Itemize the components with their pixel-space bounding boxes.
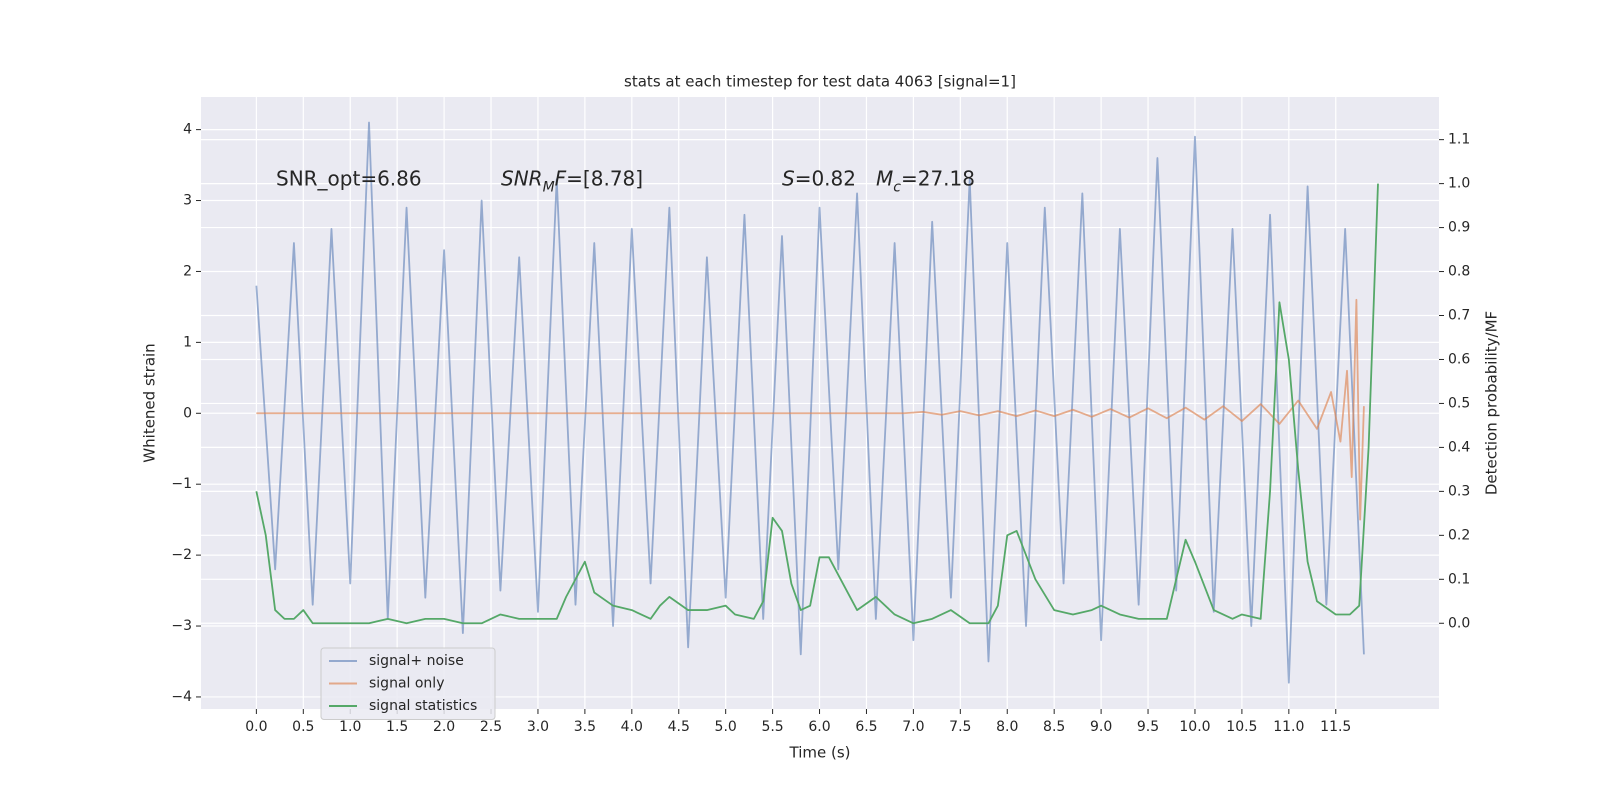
x-tick-label: 7.5 bbox=[949, 719, 971, 735]
annotation-part: c bbox=[893, 179, 901, 195]
x-tick-label: 4.0 bbox=[621, 719, 643, 735]
x-tick-label: 0.5 bbox=[292, 719, 314, 735]
annotation: Mc=27.18 bbox=[876, 166, 975, 196]
y-tick-label: 2 bbox=[183, 263, 192, 279]
y-tick-label: 4 bbox=[183, 122, 192, 138]
series-line bbox=[255, 183, 1379, 625]
y-tick-label: −4 bbox=[171, 689, 192, 705]
x-tick-label: 10.5 bbox=[1226, 719, 1257, 735]
annotation-part: M bbox=[876, 166, 893, 190]
x-tick-label: 3.5 bbox=[574, 719, 596, 735]
series-line bbox=[256, 298, 1365, 521]
annotation: S=0.82 bbox=[782, 166, 856, 190]
x-tick-label: 3.0 bbox=[527, 719, 549, 735]
y2-tick-label: 0.4 bbox=[1448, 439, 1470, 455]
annotation-part: M bbox=[543, 179, 555, 195]
x-tick-label: 6.0 bbox=[808, 719, 830, 735]
y-axis-label: Whitened strain bbox=[141, 343, 159, 462]
annotation: SNRMF=[8.78] bbox=[501, 166, 643, 196]
y-tick-label: 0 bbox=[183, 405, 192, 421]
y2-tick-label: 0.0 bbox=[1448, 615, 1470, 631]
legend-label: signal statistics bbox=[369, 698, 477, 714]
y2-tick-label: 0.3 bbox=[1448, 483, 1470, 499]
y-tick-label: 1 bbox=[183, 334, 192, 350]
x-tick-label: 2.0 bbox=[433, 719, 455, 735]
legend-label: signal only bbox=[369, 676, 444, 692]
x-tick-label: 6.5 bbox=[855, 719, 877, 735]
x-tick-label: 11.5 bbox=[1320, 719, 1351, 735]
x-tick-label: 11.0 bbox=[1273, 719, 1304, 735]
y2-tick-label: 1.0 bbox=[1448, 176, 1470, 192]
y2-tick-label: 0.5 bbox=[1448, 395, 1470, 411]
legend: signal+ noise signal only signal statistic… bbox=[320, 647, 496, 720]
annotation-part: =0.82 bbox=[795, 166, 856, 190]
x-tick-label: 7.0 bbox=[902, 719, 924, 735]
x-tick-label: 10.0 bbox=[1179, 719, 1210, 735]
y2-tick-label: 0.1 bbox=[1448, 571, 1470, 587]
y2-tick-label: 0.8 bbox=[1448, 264, 1470, 280]
y2-tick-label: 0.9 bbox=[1448, 220, 1470, 236]
x-tick-label: 9.5 bbox=[1137, 719, 1159, 735]
x-tick-label: 4.5 bbox=[668, 719, 690, 735]
x-tick-label: 2.5 bbox=[480, 719, 502, 735]
annotation-part: F bbox=[555, 166, 567, 190]
y-tick-label: −1 bbox=[171, 476, 192, 492]
y2-axis-label: Detection probability/MF bbox=[1483, 311, 1501, 495]
x-tick-label: 8.0 bbox=[996, 719, 1018, 735]
x-tick-label: 0.0 bbox=[245, 719, 267, 735]
y2-tick-label: 0.2 bbox=[1448, 527, 1470, 543]
y-tick-label: −3 bbox=[171, 618, 192, 634]
x-tick-label: 1.5 bbox=[386, 719, 408, 735]
x-axis-label: Time (s) bbox=[789, 744, 851, 762]
x-tick-label: 8.5 bbox=[1043, 719, 1065, 735]
annotation-part: SNR_opt=6.86 bbox=[276, 166, 422, 190]
annotation-part: SNR bbox=[501, 166, 543, 190]
annotation-part: =[8.78] bbox=[566, 166, 643, 190]
legend-label: signal+ noise bbox=[369, 653, 464, 669]
y-tick-label: 3 bbox=[183, 193, 192, 209]
x-tick-label: 9.0 bbox=[1090, 719, 1112, 735]
series-line bbox=[255, 121, 1365, 684]
annotation: SNR_opt=6.86 bbox=[276, 166, 422, 190]
chart-title: stats at each timestep for test data 406… bbox=[624, 73, 1016, 91]
annotation-part: S bbox=[782, 166, 795, 190]
x-tick-label: 1.0 bbox=[339, 719, 361, 735]
legend-box bbox=[320, 647, 496, 720]
x-tick-label: 5.0 bbox=[715, 719, 737, 735]
y-tick-label: −2 bbox=[171, 547, 192, 563]
y2-tick-label: 1.1 bbox=[1448, 132, 1470, 148]
x-tick-label: 5.5 bbox=[761, 719, 783, 735]
y2-tick-label: 0.6 bbox=[1448, 351, 1470, 367]
annotation-part: =27.18 bbox=[901, 166, 975, 190]
y2-tick-label: 0.7 bbox=[1448, 308, 1470, 324]
